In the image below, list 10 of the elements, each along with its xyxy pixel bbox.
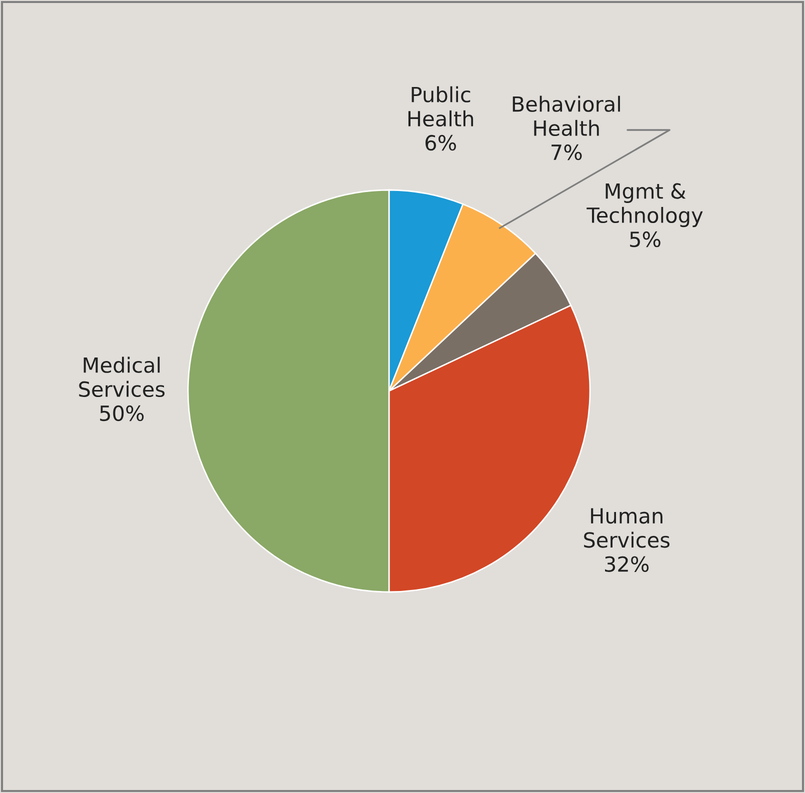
slice-label: Public Health: [408, 86, 474, 127]
data-label: 7%: [552, 144, 582, 160]
slice-label: Mgmt & Technology: [586, 183, 703, 228]
data-label: 32%: [605, 556, 649, 572]
slice-label: Behavioral Health: [512, 96, 620, 136]
slice-label: Medical Services: [79, 356, 165, 398]
data-label: 50%: [100, 405, 144, 422]
slice-label: Human Services: [584, 508, 670, 548]
data-label: 5%: [630, 231, 660, 248]
data-label: 6%: [426, 134, 456, 151]
